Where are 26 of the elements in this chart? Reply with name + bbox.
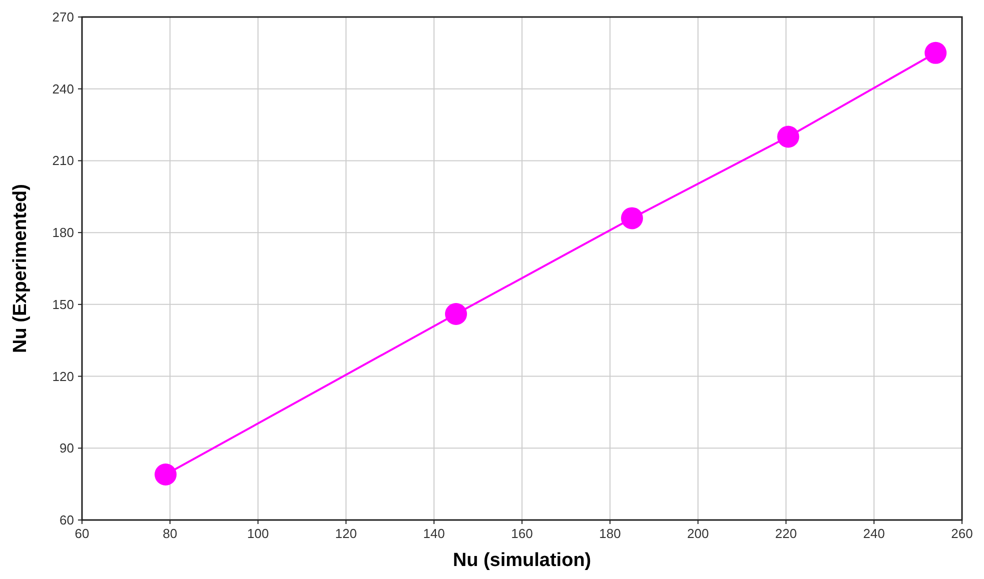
x-tick-label: 120: [335, 526, 357, 541]
x-tick-label: 80: [162, 526, 178, 541]
point: [621, 207, 643, 230]
x-tick-label: 180: [599, 526, 621, 541]
y-tick-label: 150: [52, 296, 74, 312]
x-tick-label: 140: [423, 526, 445, 541]
y-tick-label: 90: [60, 440, 74, 456]
x-tick-label: 220: [775, 526, 797, 541]
point: [154, 464, 177, 486]
x-tick-label: 160: [511, 526, 533, 541]
y-tick-label: 240: [52, 81, 74, 96]
x-axis-title: Nu (simulation): [452, 550, 592, 571]
x-tick-label: 240: [863, 526, 885, 541]
y-axis-title: Nu (Experimented): [10, 184, 31, 353]
y-tick-label: 120: [52, 368, 74, 384]
point: [445, 303, 467, 325]
y-tick-label: 60: [60, 512, 74, 528]
x-tick-label: 60: [74, 526, 90, 541]
y-tick-label: 270: [52, 10, 74, 24]
x-tick-label: 260: [951, 526, 973, 541]
y-tick-label: 210: [52, 153, 74, 168]
point: [777, 126, 800, 148]
y-tick-label: 180: [52, 225, 74, 240]
x-tick-label: 100: [247, 526, 269, 541]
x-tick-label: 200: [687, 526, 709, 541]
point: [924, 42, 947, 64]
